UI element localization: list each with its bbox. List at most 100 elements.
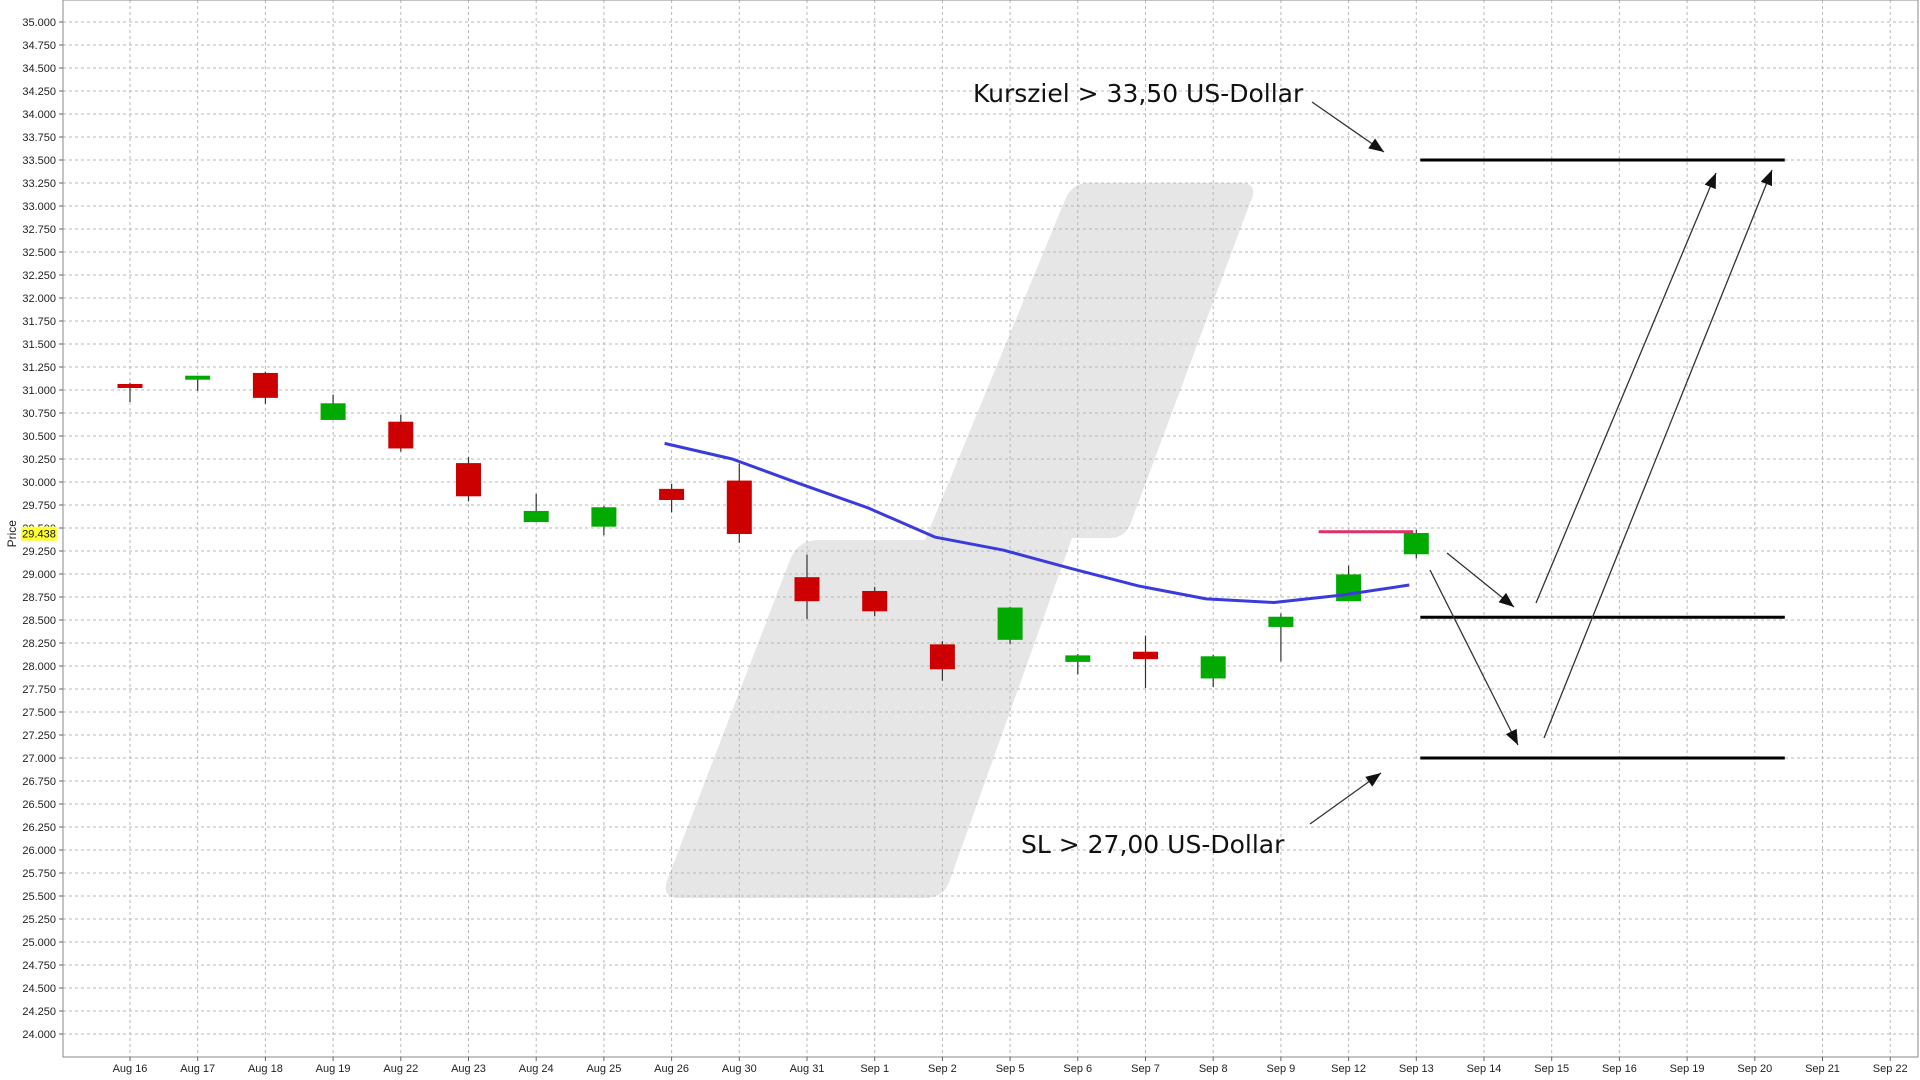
y-tick-label: 25.000: [22, 937, 56, 949]
candle: [1268, 613, 1294, 662]
candle-body: [862, 590, 888, 612]
y-tick-label: 29.250: [22, 546, 56, 558]
candle: [523, 493, 549, 523]
last-price-highlight: [21, 526, 57, 541]
candle-body: [659, 488, 685, 500]
candle: [997, 607, 1023, 644]
arrow-up-to-target-1: [1535, 172, 1717, 604]
x-tick-label: Sep 14: [1467, 1063, 1502, 1075]
y-tick-label: 28.750: [22, 592, 56, 604]
candles-layer: [117, 371, 1429, 689]
y-tick-label: 30.250: [22, 454, 56, 466]
candle-body: [1200, 656, 1226, 679]
arrow-head: [1760, 170, 1772, 187]
y-tick-label: 27.500: [22, 707, 56, 719]
x-tick-label: Aug 30: [722, 1063, 757, 1075]
y-tick-label: 33.250: [22, 178, 56, 190]
candle: [794, 554, 820, 620]
y-tick-label: 29.750: [22, 500, 56, 512]
arrow-head: [1505, 728, 1518, 745]
x-tick-label: Aug 17: [180, 1063, 215, 1075]
y-tick-label: 28.000: [22, 661, 56, 673]
y-tick-label: 29.000: [22, 569, 56, 581]
arrow-head: [1365, 773, 1381, 787]
x-tick-label: Sep 7: [1131, 1063, 1160, 1075]
candle: [117, 382, 143, 402]
x-tick-label: Aug 23: [451, 1063, 486, 1075]
x-tick-label: Aug 26: [654, 1063, 689, 1075]
x-tick-label: Sep 19: [1670, 1063, 1705, 1075]
annotations-layer: Kursziel > 33,50 US-Dollar SL > 27,00 US…: [973, 79, 1304, 859]
candle-body: [794, 577, 820, 602]
y-tick-label: 32.250: [22, 270, 56, 282]
y-tick-label: 27.000: [22, 753, 56, 765]
last-price-label: 29.438: [22, 529, 56, 541]
candle-body: [1268, 616, 1294, 627]
arrow-to-target-label: [1311, 101, 1385, 153]
candle-body: [185, 375, 211, 380]
x-tick-label: Sep 15: [1534, 1063, 1569, 1075]
candle-body: [117, 383, 143, 388]
arrows-layer: [1309, 101, 1773, 825]
y-axis: 35.000 34.750 34.500 34.250 34.000 33.750 33.5…: [22, 17, 63, 1041]
x-tick-label: Sep 20: [1737, 1063, 1772, 1075]
candle: [1200, 654, 1226, 688]
candle-body: [1133, 651, 1158, 660]
arrow-to-mid-level: [1446, 552, 1515, 608]
levels-layer: [1420, 158, 1785, 760]
y-tick-label: 32.000: [22, 293, 56, 305]
arrow-head: [1498, 592, 1514, 607]
candle-body: [252, 372, 278, 398]
arrow-up-to-target-2: [1543, 169, 1773, 739]
x-axis: Aug 16 Aug 17 Aug 18 Aug 19 Aug 22 Aug 23 Aug …: [113, 1057, 1908, 1075]
candle-body: [997, 607, 1023, 640]
y-tick-label: 34.250: [22, 86, 56, 98]
x-tick-label: Aug 31: [790, 1063, 825, 1075]
candle-body: [929, 644, 955, 670]
y-tick-label: 25.750: [22, 868, 56, 880]
x-tick-label: Sep 6: [1063, 1063, 1092, 1075]
y-tick-label: 30.500: [22, 431, 56, 443]
y-tick-label: 32.500: [22, 247, 56, 259]
candle: [591, 505, 617, 536]
candle: [1065, 654, 1091, 675]
candle-body: [726, 480, 752, 535]
arrow-shaft: [1543, 169, 1773, 739]
arrow-to-stop-label: [1309, 772, 1382, 825]
arrow-shaft: [1535, 172, 1717, 604]
x-tick-label: Sep 2: [928, 1063, 957, 1075]
candle-body: [456, 463, 481, 497]
y-tick-label: 28.500: [22, 615, 56, 627]
x-tick-label: Sep 9: [1267, 1063, 1296, 1075]
candle: [726, 463, 752, 543]
x-tick-label: Sep 16: [1602, 1063, 1637, 1075]
y-tick-label: 26.500: [22, 799, 56, 811]
x-tick-label: Sep 22: [1873, 1063, 1908, 1075]
moving-average-layer: [664, 441, 1410, 605]
y-tick-label: 34.500: [22, 63, 56, 75]
candle-body: [591, 507, 617, 527]
candle: [659, 483, 685, 513]
grid-layer: [63, 0, 1918, 1057]
last-price-layer: 29.438: [21, 526, 1414, 541]
y-tick-label: 27.750: [22, 684, 56, 696]
y-tick-label: 26.000: [22, 845, 56, 857]
arrow-head: [1368, 138, 1384, 152]
y-tick-label: 33.000: [22, 201, 56, 213]
y-axis-title: Price: [5, 520, 19, 548]
candle: [185, 375, 211, 391]
x-tick-label: Aug 24: [519, 1063, 554, 1075]
candle: [929, 641, 955, 681]
x-tick-label: Sep 8: [1199, 1063, 1228, 1075]
y-tick-label: 26.750: [22, 776, 56, 788]
y-tick-label: 34.750: [22, 40, 56, 52]
candle-body: [1403, 533, 1429, 555]
y-tick-label: 30.750: [22, 408, 56, 420]
candle: [320, 394, 346, 420]
y-tick-label: 31.250: [22, 362, 56, 374]
x-tick-label: Aug 25: [586, 1063, 621, 1075]
x-tick-label: Aug 19: [316, 1063, 351, 1075]
y-tick-label: 31.000: [22, 385, 56, 397]
candle: [252, 371, 278, 404]
